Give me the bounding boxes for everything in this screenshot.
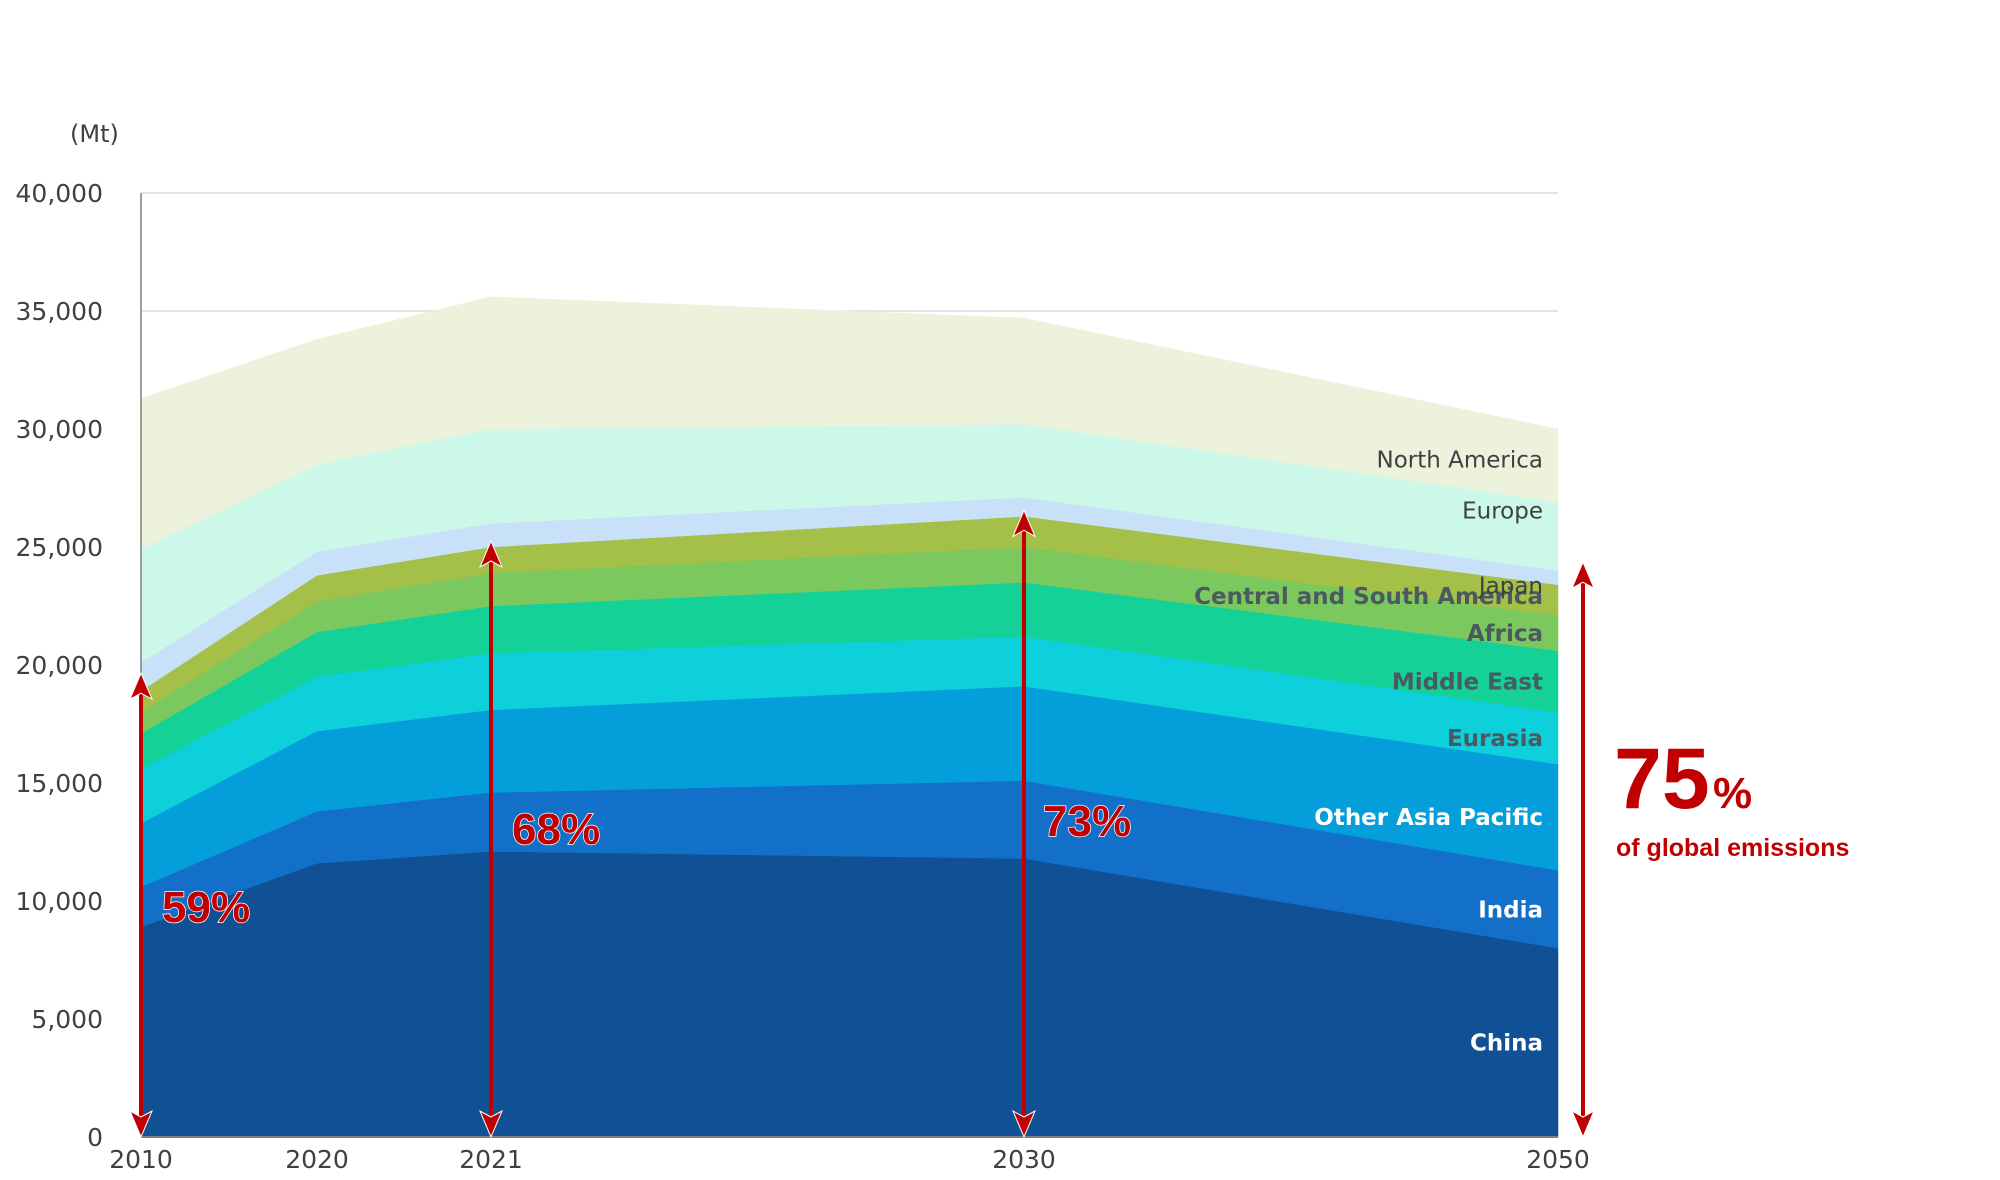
series-label: Japan — [1477, 574, 1543, 600]
y-tick-label: 15,000 — [16, 769, 103, 798]
series-label: Europe — [1462, 498, 1543, 524]
axes: 0 5,000 10,000 15,000 20,000 25,000 30,000 35,0… — [16, 179, 1590, 1174]
y-tick-label: 5,000 — [31, 1005, 103, 1034]
area-north-america — [140, 296, 1559, 550]
share-label-2021: 68% — [512, 805, 600, 854]
arrow-head-up — [478, 539, 504, 569]
arrow-head-down — [128, 1109, 154, 1139]
series-label: India — [1478, 897, 1543, 923]
y-tick-label: 40,000 — [16, 179, 103, 208]
series-label: China — [1470, 1031, 1543, 1057]
share-subtext: of global emissions — [1616, 834, 1849, 862]
share-arrow-2010 — [128, 671, 154, 1139]
arrow-head-down — [1011, 1109, 1037, 1139]
series-label: Eurasia — [1447, 726, 1543, 752]
x-tick-label: 2050 — [1526, 1145, 1590, 1174]
series-label: Middle East — [1392, 670, 1543, 696]
y-tick-label: 25,000 — [16, 533, 103, 562]
x-tick-label: 2010 — [109, 1145, 173, 1174]
share-arrows: 59% 68% 73% 75 % of global emissions — [128, 509, 1849, 1139]
x-tick-label: 2020 — [285, 1145, 349, 1174]
y-tick-label: 20,000 — [16, 651, 103, 680]
share-arrow-2030 — [1011, 509, 1037, 1139]
share-label-2010: 59% — [162, 883, 250, 932]
series-label: Other Asia Pacific — [1314, 805, 1543, 831]
y-tick-label: 0 — [87, 1123, 103, 1152]
share-big-value: 75 — [1614, 731, 1710, 827]
y-tick-label: 10,000 — [16, 887, 103, 916]
series-labels: China India Other Asia Pacific Eurasia Middl… — [1194, 448, 1543, 1057]
series-label: North America — [1376, 448, 1543, 474]
share-big-suffix: % — [1713, 769, 1752, 818]
series-label: Central and South America — [1194, 584, 1543, 610]
share-arrow-2050 — [1570, 560, 1596, 1139]
x-tick-label: 2021 — [459, 1145, 523, 1174]
area-series — [140, 296, 1559, 1138]
arrow-head-up — [1011, 509, 1037, 538]
arrow-head-up — [128, 671, 154, 701]
y-axis-unit: (Mt) — [70, 120, 119, 148]
arrow-head-up — [1570, 560, 1596, 590]
share-label-2030: 73% — [1043, 797, 1131, 846]
arrow-head-down — [478, 1109, 504, 1139]
share-arrow-2021 — [478, 539, 504, 1139]
x-tick-label: 2030 — [992, 1145, 1056, 1174]
series-label: Africa — [1467, 621, 1543, 647]
y-tick-label: 35,000 — [16, 297, 103, 326]
y-tick-label: 30,000 — [16, 415, 103, 444]
arrow-head-down — [1570, 1109, 1596, 1139]
